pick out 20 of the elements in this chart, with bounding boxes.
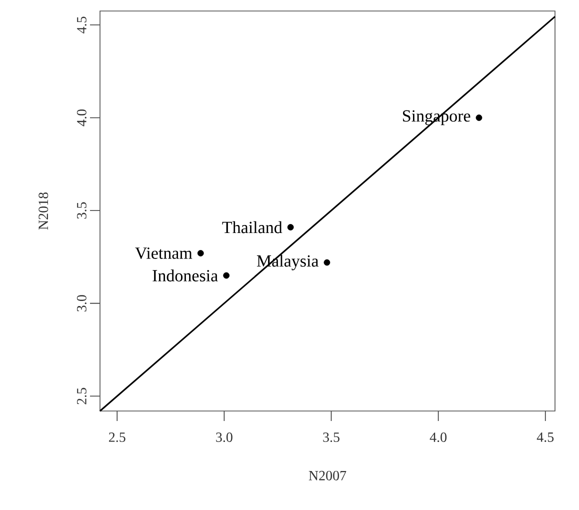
y-tick-label: 4.5 xyxy=(77,16,86,34)
x-axis-title: N2007 xyxy=(308,470,346,480)
annotation: Thailand xyxy=(222,221,282,234)
y-tick-label: 3.5 xyxy=(77,202,86,219)
y-tick-label: 4.0 xyxy=(76,110,86,126)
x-tick-label: 4.5 xyxy=(536,432,554,442)
x-tick-label: 3.5 xyxy=(323,432,340,442)
x-tick-label: 3.0 xyxy=(216,432,232,442)
y-axis-title: N2018 xyxy=(38,192,48,230)
annotation: Indonesia xyxy=(152,270,218,282)
x-tick-label: 4.0 xyxy=(430,432,447,442)
y-tick-label: 2.5 xyxy=(77,388,86,404)
x-tick-label: 2.5 xyxy=(108,432,126,442)
y-tick-label: 3.0 xyxy=(76,295,86,312)
point xyxy=(197,250,204,256)
point xyxy=(324,259,330,266)
point xyxy=(287,224,294,230)
point xyxy=(223,272,230,279)
point xyxy=(476,114,482,121)
annotation: Vietnam xyxy=(135,247,192,259)
